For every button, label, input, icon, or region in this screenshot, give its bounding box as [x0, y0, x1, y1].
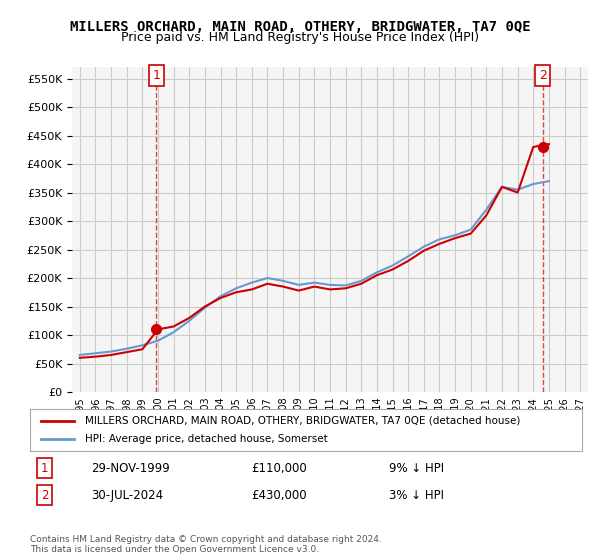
Text: 1: 1 — [41, 462, 49, 475]
Text: MILLERS ORCHARD, MAIN ROAD, OTHERY, BRIDGWATER, TA7 0QE (detached house): MILLERS ORCHARD, MAIN ROAD, OTHERY, BRID… — [85, 416, 521, 426]
Text: 3% ↓ HPI: 3% ↓ HPI — [389, 489, 444, 502]
Text: £430,000: £430,000 — [251, 489, 307, 502]
Text: Price paid vs. HM Land Registry's House Price Index (HPI): Price paid vs. HM Land Registry's House … — [121, 31, 479, 44]
Text: Contains HM Land Registry data © Crown copyright and database right 2024.
This d: Contains HM Land Registry data © Crown c… — [30, 535, 382, 554]
Text: 30-JUL-2024: 30-JUL-2024 — [91, 489, 163, 502]
Text: MILLERS ORCHARD, MAIN ROAD, OTHERY, BRIDGWATER, TA7 0QE: MILLERS ORCHARD, MAIN ROAD, OTHERY, BRID… — [70, 20, 530, 34]
Text: HPI: Average price, detached house, Somerset: HPI: Average price, detached house, Some… — [85, 434, 328, 444]
Text: £110,000: £110,000 — [251, 462, 307, 475]
Text: 2: 2 — [539, 69, 547, 82]
Text: 2: 2 — [41, 489, 49, 502]
Text: 29-NOV-1999: 29-NOV-1999 — [91, 462, 169, 475]
Text: 9% ↓ HPI: 9% ↓ HPI — [389, 462, 444, 475]
Text: 1: 1 — [152, 69, 160, 82]
